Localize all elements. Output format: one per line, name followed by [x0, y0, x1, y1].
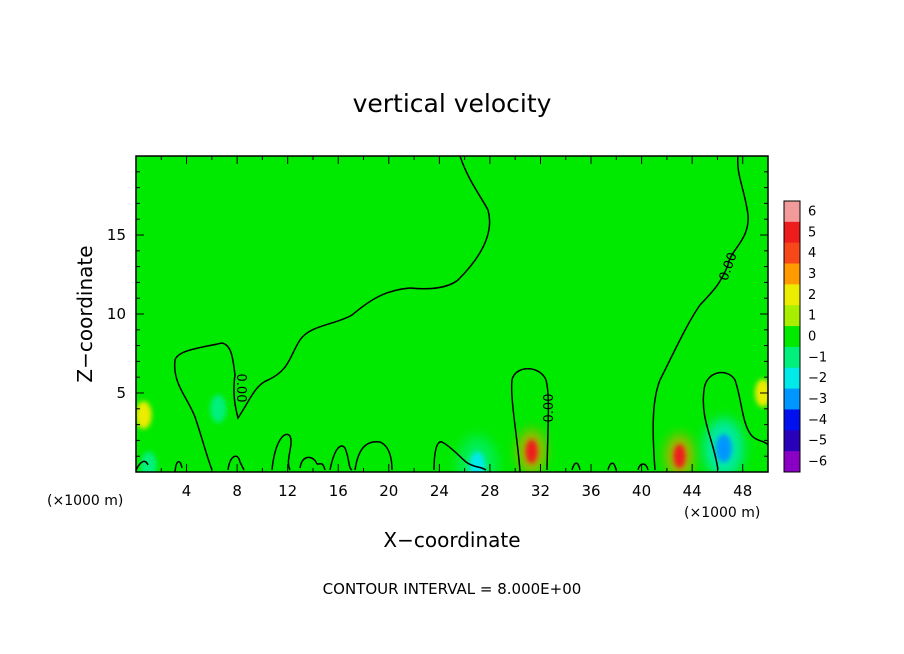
colorbar-label: −5 [808, 434, 827, 449]
colorbar-swatch [784, 388, 800, 410]
contour-interval-footer: CONTOUR INTERVAL = 8.000E+00 [323, 580, 582, 598]
x-unit-label-left: (×1000 m) [47, 493, 123, 509]
y-tick-label: 10 [107, 305, 126, 323]
field-background [136, 156, 768, 472]
x-tick-label: 28 [480, 482, 499, 500]
colorbar: 6 5 4 3 2 1 0 −1 −2 −3 −4 −5 −6 [783, 200, 827, 473]
zero-contour-right-lobe [702, 371, 768, 471]
colorbar-swatch [784, 284, 800, 306]
field-downdraft [469, 451, 486, 472]
plot-area: 0.00 0.00 0.00 [135, 155, 769, 473]
chart-title: vertical velocity [353, 89, 552, 118]
zero-contour-updraft-31 [510, 368, 550, 472]
colorbar-label: −4 [808, 413, 827, 428]
y-tick-label: 5 [116, 384, 126, 402]
y-axis: 5 10 15 [107, 171, 768, 457]
x-tick-label: 44 [683, 482, 702, 500]
zero-contour-main [173, 156, 491, 471]
colorbar-label: 5 [808, 225, 816, 240]
contour-label: 0.00 [542, 394, 557, 423]
field-updraft [673, 444, 686, 469]
colorbar-swatch [784, 409, 800, 431]
x-unit-label-right: (×1000 m) [684, 505, 760, 521]
colorbar-label: 0 [808, 330, 816, 345]
colorbar-label: −2 [808, 371, 827, 386]
x-tick-label: 48 [733, 482, 752, 500]
colorbar-swatch [784, 201, 800, 223]
field-weak-updraft [136, 401, 152, 430]
x-tick-label: 40 [632, 482, 651, 500]
colorbar-label: −3 [808, 392, 827, 407]
colorbar-swatch [784, 430, 800, 452]
x-tick-label: 8 [232, 482, 242, 500]
colorbar-swatch [784, 242, 800, 265]
x-tick-label: 24 [430, 482, 449, 500]
zero-contours [136, 156, 768, 472]
x-tick-label: 20 [379, 482, 398, 500]
colorbar-swatch [784, 305, 800, 327]
colorbar-swatch [784, 346, 800, 369]
x-axis-label: X−coordinate [383, 528, 520, 552]
colorbar-swatch [784, 263, 800, 285]
colorbar-label: 2 [808, 288, 816, 303]
zero-contour-ripples [136, 433, 649, 472]
x-axis: 4 8 12 16 20 24 28 32 36 40 44 48 [160, 156, 752, 500]
colorbar-label: 4 [808, 246, 816, 261]
x-tick-label: 32 [531, 482, 550, 500]
x-tick-label: 36 [581, 482, 600, 500]
field-downdraft [715, 434, 732, 463]
colorbar-label: −1 [808, 350, 827, 365]
colorbar-frame [783, 200, 801, 473]
x-tick-label: 12 [278, 482, 297, 500]
y-tick-label: 15 [107, 226, 126, 244]
colorbar-label: −6 [808, 455, 827, 470]
colorbar-swatch [784, 221, 800, 244]
x-tick-label: 4 [182, 482, 192, 500]
contour-label: 0.00 [233, 374, 248, 403]
y-axis-label: Z−coordinate [73, 245, 97, 382]
colorbar-swatch [784, 451, 800, 473]
colorbar-label: 3 [808, 267, 816, 282]
field-blobs [136, 363, 768, 472]
zero-contour-right-upper [652, 156, 749, 471]
contour-labels: 0.00 0.00 0.00 [233, 251, 741, 423]
field-updraft [525, 439, 538, 464]
colorbar-swatch [784, 326, 800, 348]
colorbar-swatch [784, 367, 800, 390]
x-tick-label: 16 [329, 482, 348, 500]
field-downdraft [140, 451, 157, 472]
colorbar-label: 1 [808, 309, 816, 324]
colorbar-label: 6 [808, 204, 816, 219]
field-downdraft [210, 394, 227, 423]
